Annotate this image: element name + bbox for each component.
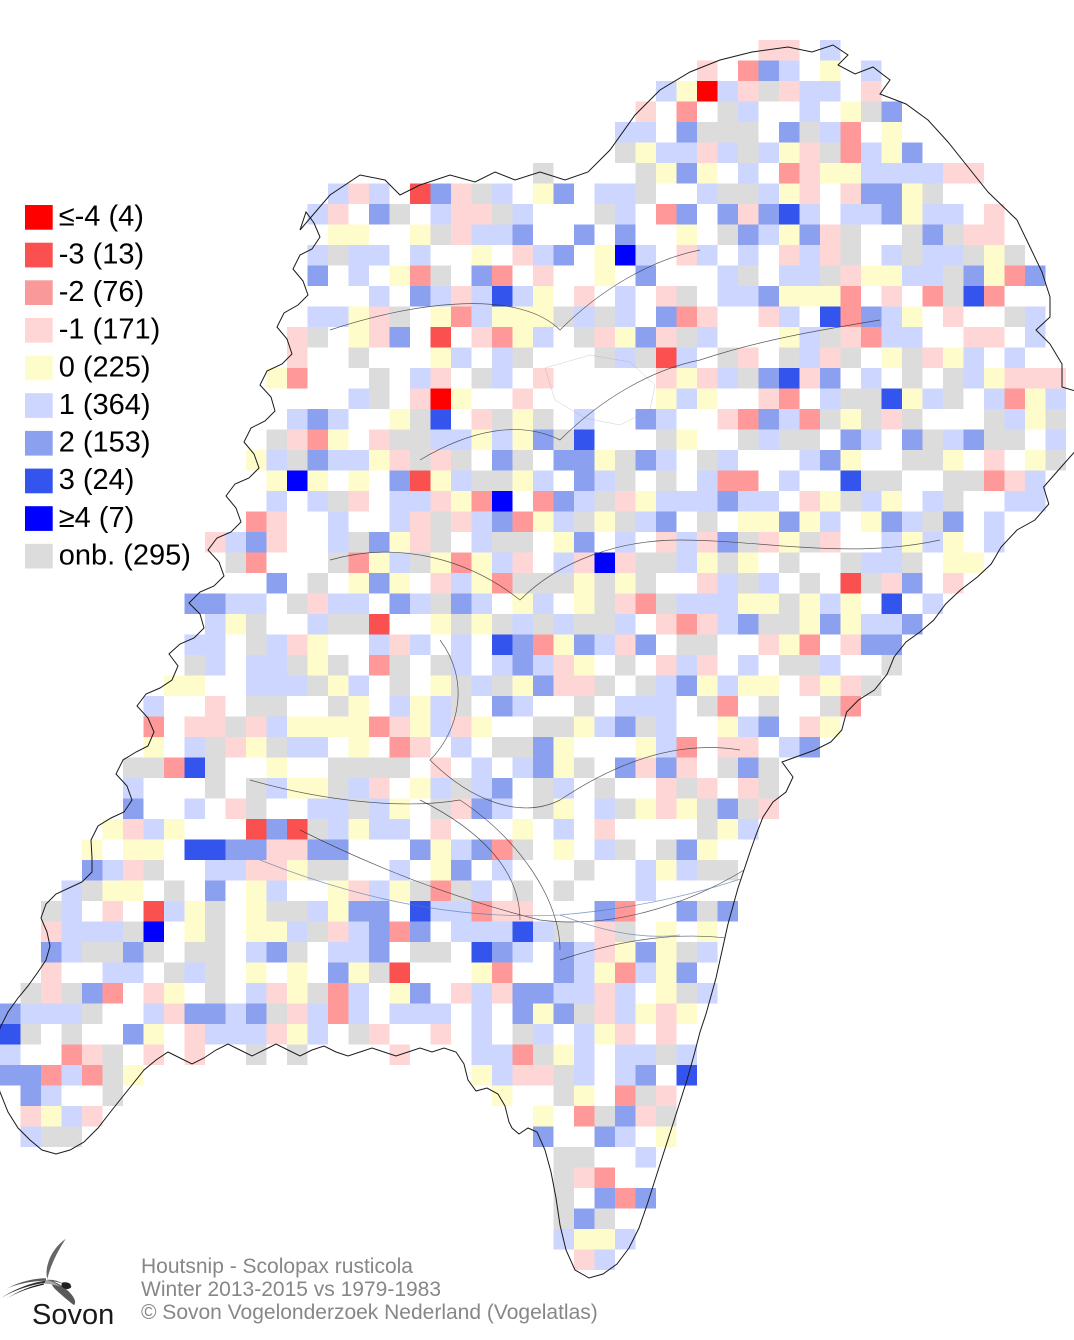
svg-text:Houtsnip - Scolopax rusticola: Houtsnip - Scolopax rusticola xyxy=(141,1255,413,1278)
svg-text:© Sovon Vogelonderzoek Nederla: © Sovon Vogelonderzoek Nederland (Vogela… xyxy=(141,1301,598,1324)
svg-text:0 (225): 0 (225) xyxy=(59,351,151,383)
svg-text:1 (364): 1 (364) xyxy=(59,389,151,421)
svg-text:-1 (171): -1 (171) xyxy=(59,314,161,346)
svg-text:2 (153): 2 (153) xyxy=(59,427,151,459)
svg-text:-2 (76): -2 (76) xyxy=(59,276,144,308)
svg-text:≥4 (7): ≥4 (7) xyxy=(59,502,135,534)
svg-text:-3 (13): -3 (13) xyxy=(59,238,144,270)
svg-text:onb. (295): onb. (295) xyxy=(59,540,191,572)
svg-text:3 (24): 3 (24) xyxy=(59,464,135,496)
svg-text:Sovon: Sovon xyxy=(32,1299,114,1331)
svg-text:Winter 2013-2015 vs 1979-1983: Winter 2013-2015 vs 1979-1983 xyxy=(141,1278,441,1301)
svg-text:≤-4 (4): ≤-4 (4) xyxy=(59,201,144,233)
